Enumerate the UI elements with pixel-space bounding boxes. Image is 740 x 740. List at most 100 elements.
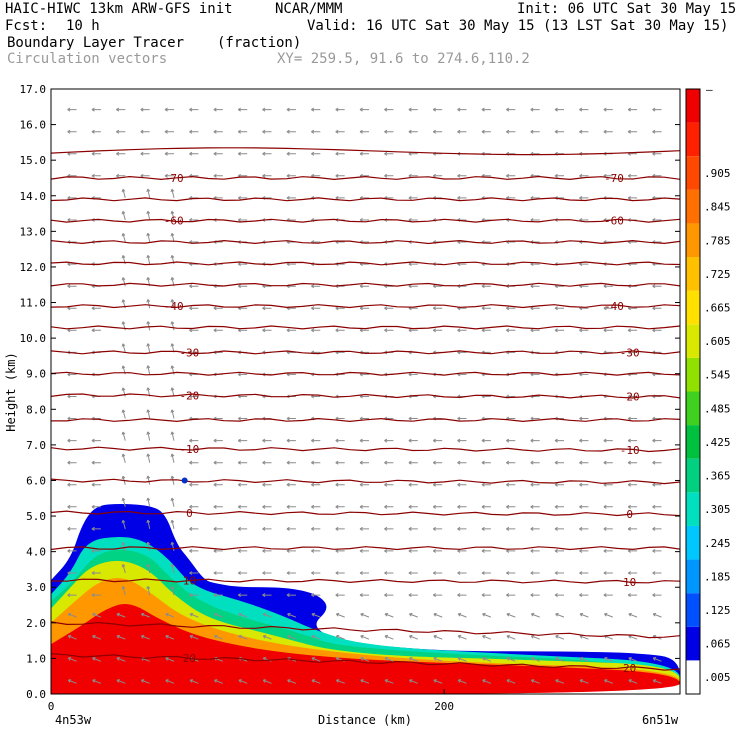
circulation-vector	[214, 612, 223, 618]
circulation-vector	[530, 634, 540, 640]
circulation-vector	[116, 657, 126, 662]
colorbar-swatch	[686, 660, 700, 694]
circulation-vector	[506, 634, 516, 640]
circulation-vector	[170, 321, 175, 331]
colorbar-swatch	[686, 492, 700, 526]
x-end-label-left: 4n53w	[55, 713, 92, 727]
circulation-vector	[384, 593, 394, 598]
temperature-contour	[51, 446, 680, 453]
colorbar-label: .545	[704, 369, 731, 382]
colorbar-label: .245	[704, 537, 731, 550]
circulation-vector	[335, 438, 345, 443]
contour-label: -70	[604, 172, 624, 185]
circulation-vector	[91, 328, 101, 333]
circulation-vector	[359, 526, 369, 531]
circulation-vector	[627, 460, 638, 465]
circulation-vector	[91, 173, 101, 178]
circulation-vector	[530, 460, 540, 465]
colorbar-label: .905	[704, 167, 731, 180]
circulation-vector	[213, 526, 223, 531]
circulation-vector	[603, 571, 613, 575]
colorbar-swatch	[686, 593, 700, 627]
circulation-vector	[408, 482, 418, 487]
circulation-vector	[627, 438, 638, 443]
circulation-vector	[164, 173, 174, 178]
init-time: Init: 06 UTC Sat 30 May 15	[517, 1, 737, 17]
circulation-vector	[170, 519, 175, 530]
circulation-vector	[170, 497, 175, 507]
circulation-vector	[335, 107, 345, 112]
circulation-vector	[335, 504, 345, 509]
colorbar-label: .065	[704, 638, 731, 651]
circulation-vector	[530, 657, 540, 662]
y-tick-label: 15.0	[20, 154, 47, 167]
circulation-vector	[481, 548, 491, 553]
circulation-vector	[213, 129, 223, 134]
circulation-vector	[652, 612, 662, 618]
y-tick-label: 1.0	[26, 652, 46, 665]
circulation-vector	[121, 210, 126, 221]
circulation-vector	[67, 460, 77, 465]
x-tick-label: 0	[48, 700, 55, 713]
circulation-vector	[652, 482, 662, 487]
circulation-vector	[237, 284, 248, 289]
circulation-vector	[116, 173, 126, 178]
circulation-vector	[603, 284, 613, 289]
circulation-vector	[189, 151, 199, 156]
circulation-vector	[311, 328, 321, 333]
temperature-contour	[51, 304, 680, 309]
circulation-vector	[189, 504, 199, 509]
colorbar-swatch	[686, 324, 700, 358]
colorbar-swatch	[686, 257, 700, 291]
circulation-vector	[652, 438, 662, 443]
circulation-vector	[335, 593, 345, 598]
circulation-vector	[262, 612, 272, 618]
circulation-vector	[408, 504, 418, 509]
circulation-vector	[286, 504, 296, 509]
circulation-vector	[359, 482, 369, 487]
circulation-vector	[603, 593, 613, 598]
contour-label: -10	[179, 443, 199, 456]
circulation-vector	[530, 548, 540, 553]
circulation-vector	[481, 571, 491, 575]
circulation-vector	[311, 548, 321, 553]
circulation-vector	[262, 129, 272, 134]
circulation-vector	[432, 173, 443, 178]
circulation-vector	[146, 365, 151, 375]
circulation-vector	[652, 328, 662, 333]
circulation-vector	[627, 571, 638, 575]
circulation-vector	[530, 679, 540, 684]
circulation-vector	[384, 612, 394, 618]
circulation-vector	[555, 679, 565, 684]
colorbar-label: .485	[704, 402, 731, 415]
circulation-vector	[311, 593, 321, 598]
circulation-vector	[335, 151, 345, 156]
circulation-vector	[67, 504, 77, 509]
circulation-vector	[408, 195, 418, 200]
circulation-vector	[359, 284, 369, 289]
location-marker	[181, 477, 188, 484]
circulation-vector	[262, 438, 272, 443]
circulation-vector	[409, 679, 418, 684]
contour-label: -60	[604, 215, 624, 228]
colorbar-label: .005	[704, 671, 731, 684]
circulation-vector	[579, 438, 589, 443]
circulation-vector	[408, 107, 418, 112]
circulation-vector	[189, 526, 199, 531]
circulation-vector	[359, 460, 369, 465]
circulation-vector	[237, 129, 248, 134]
circulation-vector	[121, 343, 126, 353]
circulation-vector	[530, 526, 540, 531]
forecast-label: Fcst:	[5, 18, 48, 34]
circulation-vector	[92, 679, 102, 684]
circulation-vector	[189, 548, 199, 553]
circulation-vector	[67, 394, 77, 399]
circulation-vector	[384, 129, 394, 134]
circulation-vector	[213, 460, 223, 465]
circulation-vector	[189, 328, 199, 333]
circulation-vector	[506, 612, 516, 618]
circulation-vector	[67, 571, 77, 575]
x-tick-label: 200	[434, 700, 454, 713]
circulation-vector	[384, 151, 394, 156]
circulation-vector	[311, 460, 321, 465]
